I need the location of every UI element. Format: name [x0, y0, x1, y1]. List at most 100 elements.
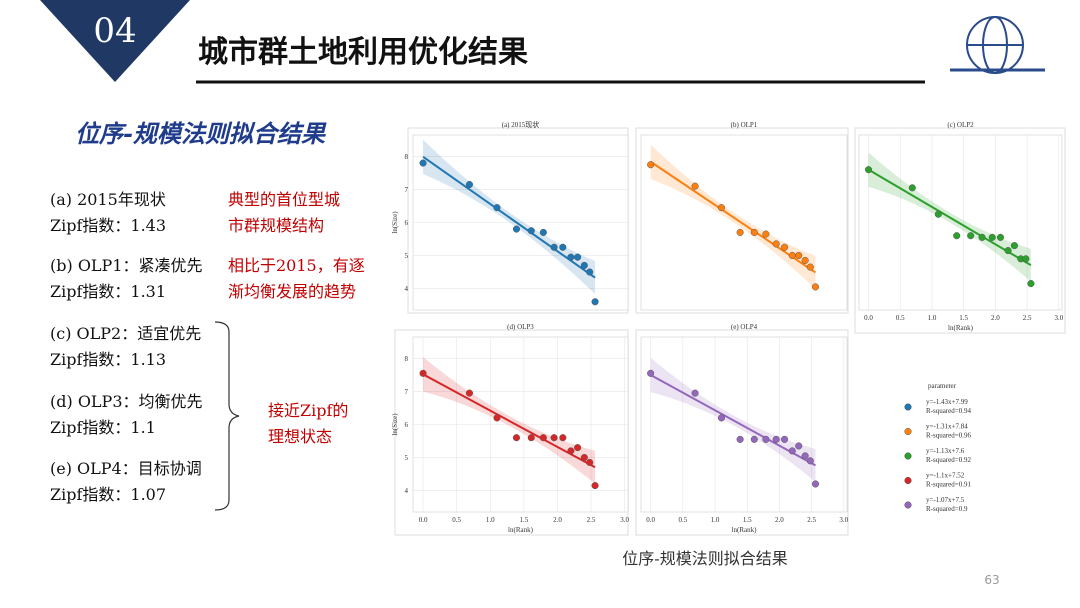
legend-swatch	[904, 452, 912, 460]
fit-line	[650, 374, 816, 467]
note-line: 典型的首位型城	[228, 190, 340, 209]
x-tick-label: 0.0	[419, 516, 428, 524]
item-line: (c) OLP2：适宜优先	[50, 324, 201, 343]
point	[781, 243, 789, 251]
chart-title: (b) OLP1	[731, 121, 758, 129]
legend-r-squared: R-squared=0.96	[926, 432, 971, 440]
point	[781, 435, 789, 443]
x-axis-label: ln(Rank)	[732, 526, 758, 534]
point	[953, 232, 961, 240]
chart-title: (e) OLP4	[731, 323, 758, 331]
point	[1027, 280, 1035, 288]
y-tick-label: 7	[405, 186, 409, 194]
legend: parameter y=-1.43x+7.99R-squared=0.94 y=-1…	[904, 382, 971, 513]
point	[567, 447, 575, 455]
note-line: 理想状态	[268, 427, 332, 446]
legend-equation: y=-1.07x+7.5	[926, 496, 965, 504]
point	[591, 482, 599, 490]
point	[1022, 255, 1030, 263]
item-line: Zipf指数：1.1	[50, 418, 156, 437]
point	[647, 161, 655, 169]
legend-equation: y=-1.31x+7.84	[926, 423, 968, 431]
point	[801, 256, 809, 265]
point	[788, 447, 796, 455]
point	[762, 435, 770, 443]
point	[736, 228, 744, 236]
x-tick-label: 2.5	[807, 516, 816, 524]
point	[539, 434, 547, 442]
y-axis-label: ln(Size)	[391, 413, 399, 436]
point	[586, 458, 594, 467]
x-tick-label: 1.0	[486, 516, 495, 524]
point	[717, 204, 726, 212]
point	[512, 225, 521, 233]
point	[586, 268, 594, 276]
header-title: 城市群土地利用优化结果	[198, 35, 528, 70]
item-line: (b) OLP1：紧凑优先	[50, 256, 203, 275]
point	[788, 251, 796, 260]
point	[908, 184, 916, 192]
y-axis-label: ln(Size)	[391, 211, 399, 234]
point	[988, 233, 996, 241]
x-axis-label: ln(Rank)	[508, 526, 534, 534]
x-axis-label: ln(Rank)	[948, 324, 974, 332]
point	[591, 298, 599, 306]
point	[806, 263, 814, 271]
x-tick-label: 0.0	[646, 516, 655, 524]
y-tick-label: 8	[405, 153, 409, 161]
note-line: 相比于2015，有逐	[228, 256, 365, 275]
y-tick-label: 7	[405, 388, 409, 396]
item-line: (d) OLP3：均衡优先	[50, 392, 203, 411]
point	[647, 369, 655, 377]
legend-r-squared: R-squared=0.91	[926, 481, 971, 489]
point	[580, 261, 588, 269]
point	[864, 166, 873, 174]
note-line: 接近Zipf的	[268, 401, 348, 420]
legend-equation: y=-1.13x+7.6	[926, 447, 965, 455]
point	[762, 230, 770, 238]
point	[795, 251, 803, 260]
x-tick-label: 0.0	[864, 314, 873, 322]
point	[772, 240, 780, 248]
legend-equation: y=-1.1x+7.52	[926, 472, 965, 480]
point	[717, 414, 726, 422]
item-line: Zipf指数：1.07	[50, 485, 166, 504]
point	[559, 434, 567, 442]
item-line: Zipf指数：1.43	[50, 216, 166, 235]
y-tick-label: 6	[405, 219, 409, 227]
point	[512, 434, 521, 442]
x-tick-label: 1.5	[519, 516, 528, 524]
point	[934, 210, 942, 218]
caption: 位序-规模法则拟合结果	[622, 549, 787, 568]
point	[811, 480, 820, 488]
point	[580, 453, 588, 462]
x-tick-label: 3.0	[1054, 314, 1063, 322]
plot-area	[858, 134, 1063, 311]
note-line: 渐均衡发展的趋势	[228, 282, 356, 301]
x-tick-label: 1.0	[711, 516, 720, 524]
plot-area	[640, 134, 848, 311]
point	[559, 243, 567, 251]
x-tick-label: 1.0	[928, 314, 937, 322]
point	[550, 434, 558, 442]
point	[806, 457, 814, 465]
item-line: (a) 2015年现状	[50, 190, 166, 209]
x-tick-label: 2.5	[1023, 314, 1032, 322]
point	[527, 227, 535, 235]
legend-equation: y=-1.43x+7.99	[926, 398, 968, 406]
legend-r-squared: R-squared=0.94	[926, 407, 971, 415]
point	[811, 283, 820, 291]
fit-line	[422, 155, 596, 279]
legend-swatch	[904, 476, 912, 485]
x-tick-label: 2.0	[991, 314, 1000, 322]
x-tick-label: 2.0	[775, 516, 784, 524]
bracket	[214, 321, 240, 511]
point	[691, 389, 699, 397]
point	[996, 233, 1005, 241]
point	[574, 444, 582, 452]
point	[419, 159, 427, 167]
y-tick-label: 5	[405, 454, 409, 462]
point	[550, 243, 558, 251]
point	[736, 435, 744, 443]
